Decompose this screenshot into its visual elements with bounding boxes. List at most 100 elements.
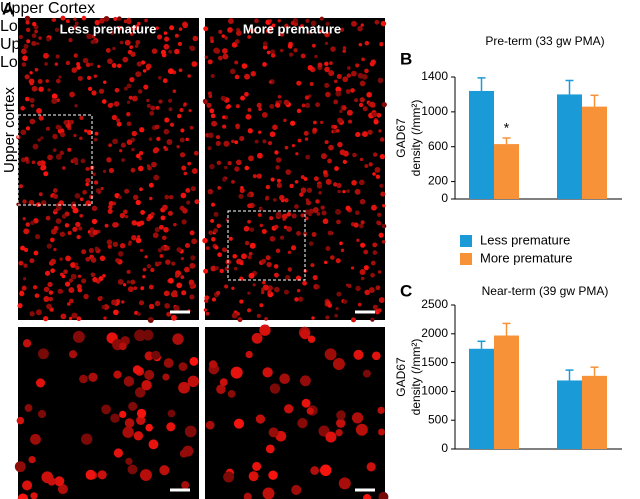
cell [28,199,35,206]
cell [378,232,384,238]
cell [150,267,155,273]
cell [333,182,338,187]
cell [18,260,24,266]
cell [270,49,276,55]
cell [74,104,78,108]
cell [179,152,186,158]
cell [321,210,327,216]
cell [144,369,155,380]
panel-label: A [2,0,14,18]
cell [137,21,141,26]
cell [31,85,38,92]
cell [118,195,122,200]
cell [105,48,111,53]
cell [377,308,382,313]
cell [320,205,325,210]
cell [46,37,51,42]
cell [30,103,35,108]
cell [268,141,273,146]
cell [177,113,182,119]
legend-label: Less premature [480,232,570,247]
cell [67,231,72,236]
cell [324,41,329,46]
cell [47,281,53,288]
cell [361,73,368,80]
cell [370,317,375,322]
cell [181,290,187,296]
cell [50,258,56,265]
cell [277,95,282,99]
cell [336,410,346,420]
cell [23,247,29,253]
cell [378,428,386,436]
cell [279,235,285,240]
cell [335,429,343,437]
cell [73,53,78,58]
cell [325,431,337,443]
cell [132,365,142,375]
cell [191,168,198,175]
cell [318,191,322,195]
cell [272,124,278,131]
cell [207,188,214,195]
cell [77,274,82,278]
cell [216,160,222,165]
cell [211,237,216,242]
cell [61,214,67,219]
cell [348,119,353,124]
cell [134,329,146,342]
cell [40,200,47,206]
cell [34,29,38,34]
cell [233,418,245,429]
cell [67,147,72,152]
cell [127,464,138,475]
cell [150,212,155,216]
cell [151,48,158,54]
cell [354,98,359,103]
cell [262,41,268,47]
cell [134,44,139,48]
cell [306,187,313,193]
cell [381,102,387,108]
column-label: Less premature [60,21,157,36]
cell [346,109,353,116]
cell [167,210,173,216]
cell [145,423,153,432]
cell [275,248,281,253]
cell [28,456,36,464]
cell [290,245,297,251]
cell [47,154,53,161]
cell [163,290,170,297]
cell [256,102,262,108]
cell [222,115,226,119]
cell [85,166,90,171]
cell [358,102,364,108]
cell [203,26,209,32]
cell [24,404,33,412]
cell [234,140,239,145]
cell [65,60,71,66]
cell [244,73,250,80]
cell [69,91,75,98]
cell [141,380,152,391]
cell [178,362,188,372]
cell [97,470,107,480]
cell [244,91,249,97]
cell [342,189,346,194]
cell [148,303,155,310]
cell [72,25,78,30]
y-tick-label: 500 [428,412,448,426]
cell [274,286,280,293]
cell [287,43,293,49]
cell [58,200,65,206]
cell [346,66,351,70]
cell [18,34,24,40]
cell [381,239,386,244]
cell [123,209,128,215]
cell [149,196,153,201]
cell [180,128,185,133]
cell [123,19,128,24]
cell [34,67,39,72]
cell [296,230,301,236]
cell [300,187,307,194]
